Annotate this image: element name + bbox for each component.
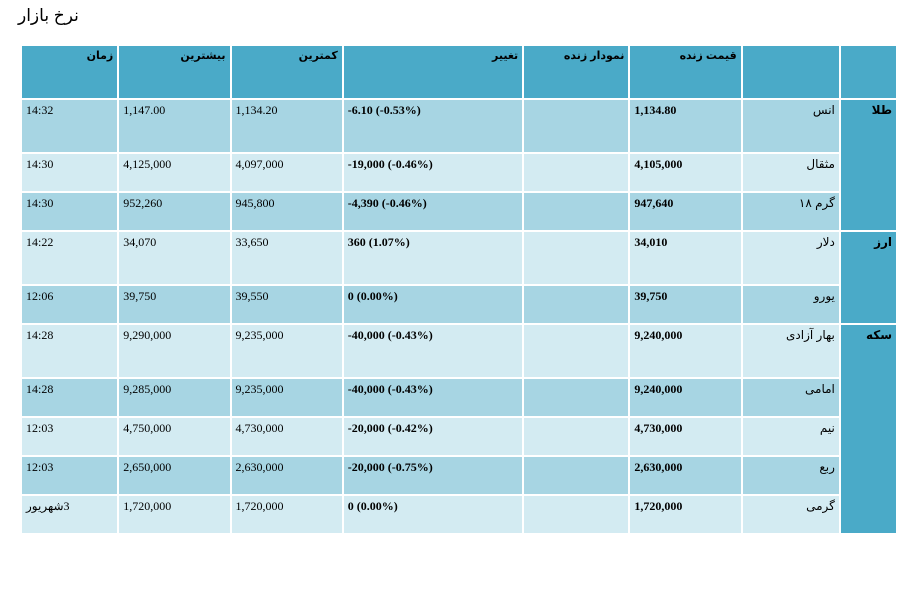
low-value: 945,800 (231, 193, 342, 230)
high-value: 1,720,000 (119, 496, 230, 533)
header-low: کمترین (231, 46, 342, 98)
live-chart-cell (524, 232, 629, 284)
asset-name: امامی (742, 379, 839, 416)
live-price: 947,640 (630, 193, 741, 230)
header-live-chart: نمودار زنده (524, 46, 629, 98)
low-value: 9,235,000 (231, 379, 342, 416)
header-row: قیمت زنده نمودار زنده تغییر کمترین بیشتر… (22, 46, 896, 98)
price-change: -19,000 (-0.46%) (343, 154, 523, 191)
price-change: -20,000 (-0.42%) (343, 418, 523, 455)
live-chart-cell (524, 418, 629, 455)
table-row: ارز دلار 34,010 360 (1.07%) 33,650 34,070 14:2… (22, 232, 896, 323)
page-title: نرخ بازار (18, 6, 79, 25)
live-chart-cell (524, 193, 629, 230)
low-value: 1,134.20 (231, 100, 342, 152)
update-time: 12:03 (22, 418, 118, 455)
table-row: سکه بهار آزادی 9,240,000 -40,000 (-0.43%) 9,… (22, 325, 896, 533)
high-value: 2,650,000 (119, 457, 230, 494)
live-price: 9,240,000 (630, 325, 741, 377)
asset-name: بهار آزادی (742, 325, 839, 377)
asset-name: یورو (742, 286, 839, 323)
high-value: 34,070 (119, 232, 230, 284)
asset-name: نیم (742, 418, 839, 455)
live-price: 1,134.80 (630, 100, 741, 152)
high-value: 4,125,000 (119, 154, 230, 191)
low-value: 4,097,000 (231, 154, 342, 191)
header-name (742, 46, 839, 98)
live-price: 4,730,000 (630, 418, 741, 455)
asset-name: گرم ۱۸ (742, 193, 839, 230)
group-label: طلا (840, 100, 896, 230)
high-value: 4,750,000 (119, 418, 230, 455)
price-change: -40,000 (-0.43%) (343, 325, 523, 377)
market-rates-table: قیمت زنده نمودار زنده تغییر کمترین بیشتر… (20, 44, 898, 535)
live-price: 39,750 (630, 286, 741, 323)
table-row: یورو 39,750 0 (0.00%) 39,550 39,750 12:06 (22, 286, 896, 323)
high-value: 39,750 (119, 286, 230, 323)
low-value: 4,730,000 (231, 418, 342, 455)
asset-name: مثقال (742, 154, 839, 191)
low-value: 1,720,000 (231, 496, 342, 533)
high-value: 9,290,000 (119, 325, 230, 377)
update-time: 14:28 (22, 325, 118, 377)
group-label: سکه (840, 325, 896, 533)
asset-name: ربع (742, 457, 839, 494)
table-row: گرمی 1,720,000 0 (0.00%) 1,720,000 1,720,000… (22, 496, 896, 533)
update-time: 14:30 (22, 193, 118, 230)
price-change: -6.10 (-0.53%) (343, 100, 523, 152)
update-time: 12:06 (22, 286, 118, 323)
live-price: 9,240,000 (630, 379, 741, 416)
low-value: 39,550 (231, 286, 342, 323)
price-change: 360 (1.07%) (343, 232, 523, 284)
table-row: طلا انس 1,134.80 -6.10 (-0.53%) 1,134.20 1,14… (22, 100, 896, 230)
price-change: 0 (0.00%) (343, 286, 523, 323)
asset-name: انس (742, 100, 839, 152)
header-time: زمان (22, 46, 118, 98)
high-value: 9,285,000 (119, 379, 230, 416)
live-chart-cell (524, 379, 629, 416)
update-time: 14:32 (22, 100, 118, 152)
header-change: تغییر (343, 46, 523, 98)
table-row: نیم 4,730,000 -20,000 (-0.42%) 4,730,000 4,7… (22, 418, 896, 455)
update-time: 14:30 (22, 154, 118, 191)
high-value: 1,147.00 (119, 100, 230, 152)
update-time: 3شهریور (22, 496, 118, 533)
low-value: 9,235,000 (231, 325, 342, 377)
update-time: 14:22 (22, 232, 118, 284)
live-price: 2,630,000 (630, 457, 741, 494)
price-change: -20,000 (-0.75%) (343, 457, 523, 494)
live-chart-cell (524, 457, 629, 494)
high-value: 952,260 (119, 193, 230, 230)
live-chart-cell (524, 100, 629, 152)
live-chart-cell (524, 286, 629, 323)
header-group (840, 46, 896, 98)
asset-name: گرمی (742, 496, 839, 533)
table-row: ربع 2,630,000 -20,000 (-0.75%) 2,630,000 2,6… (22, 457, 896, 494)
price-change: -4,390 (-0.46%) (343, 193, 523, 230)
update-time: 14:28 (22, 379, 118, 416)
low-value: 33,650 (231, 232, 342, 284)
live-chart-cell (524, 325, 629, 377)
asset-name: دلار (742, 232, 839, 284)
table-row: گرم ۱۸ 947,640 -4,390 (-0.46%) 945,800 952,2… (22, 193, 896, 230)
price-change: -40,000 (-0.43%) (343, 379, 523, 416)
live-price: 1,720,000 (630, 496, 741, 533)
live-price: 34,010 (630, 232, 741, 284)
header-live-price: قیمت زنده (630, 46, 741, 98)
live-chart-cell (524, 496, 629, 533)
table-row: مثقال 4,105,000 -19,000 (-0.46%) 4,097,000 4… (22, 154, 896, 191)
header-high: بیشترین (119, 46, 230, 98)
table-row: امامی 9,240,000 -40,000 (-0.43%) 9,235,000 9… (22, 379, 896, 416)
update-time: 12:03 (22, 457, 118, 494)
low-value: 2,630,000 (231, 457, 342, 494)
group-label: ارز (840, 232, 896, 323)
table-body: طلا انس 1,134.80 -6.10 (-0.53%) 1,134.20 1,14… (22, 100, 896, 533)
price-change: 0 (0.00%) (343, 496, 523, 533)
live-price: 4,105,000 (630, 154, 741, 191)
live-chart-cell (524, 154, 629, 191)
